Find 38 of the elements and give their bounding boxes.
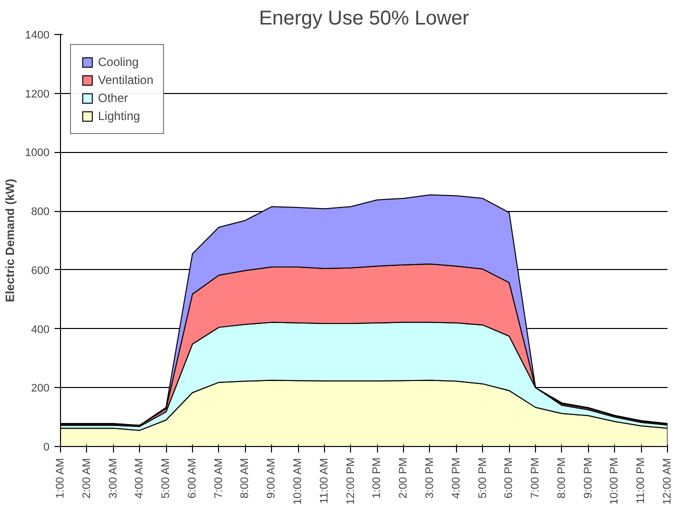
y-tick-label: 800	[31, 206, 50, 218]
x-tick-label: 10:00 AM	[292, 458, 304, 505]
x-tick-label: 3:00 AM	[107, 458, 120, 498]
y-tick-label: 1200	[25, 88, 50, 100]
x-tick-label: 12:00 PM	[344, 457, 357, 505]
x-tick-label: 10:00 PM	[608, 457, 621, 505]
y-axis-title: Electric Demand (kW)	[3, 178, 18, 302]
x-tick-label: 9:00 AM	[266, 458, 278, 498]
x-tick-label: 6:00 PM	[503, 457, 516, 498]
legend-label: Ventilation	[98, 73, 154, 87]
x-tick-label: 4:00 PM	[450, 457, 462, 498]
x-tick-label: 11:00 AM	[318, 458, 330, 504]
x-tick-label: 2:00 PM	[398, 457, 410, 498]
x-tick-label: 12:00 AM	[662, 458, 674, 505]
x-tick-label: 1:00 AM	[54, 458, 66, 498]
y-tick-label: 1000	[25, 147, 50, 160]
y-tick-label: 600	[31, 264, 50, 277]
y-tick-label: 400	[31, 324, 50, 336]
x-tick-label: 11:00 PM	[635, 457, 648, 504]
x-tick-label: 2:00 AM	[80, 458, 93, 498]
x-tick-label: 5:00 PM	[476, 457, 489, 498]
x-tick-label: 8:00 PM	[556, 457, 568, 498]
chart-title: Energy Use 50% Lower	[258, 8, 470, 30]
x-tick-label: 1:00 PM	[371, 457, 384, 498]
x-tick-label: 7:00 PM	[530, 457, 542, 498]
x-tick-label: 9:00 PM	[582, 457, 594, 498]
legend-label: Other	[98, 91, 128, 105]
legend-label: Cooling	[98, 55, 139, 69]
x-tick-label: 6:00 AM	[186, 458, 198, 498]
x-tick-label: 8:00 AM	[239, 458, 252, 498]
x-tick-label: 5:00 AM	[160, 458, 172, 498]
legend-label: Lighting	[98, 109, 140, 123]
x-tick-label: 4:00 AM	[134, 458, 146, 498]
x-tick-label: 7:00 AM	[212, 458, 225, 498]
y-tick-label: 200	[31, 382, 50, 395]
y-tick-label: 1400	[25, 30, 50, 42]
y-tick-label: 0	[43, 442, 50, 454]
x-tick-label: 3:00 PM	[424, 457, 436, 498]
